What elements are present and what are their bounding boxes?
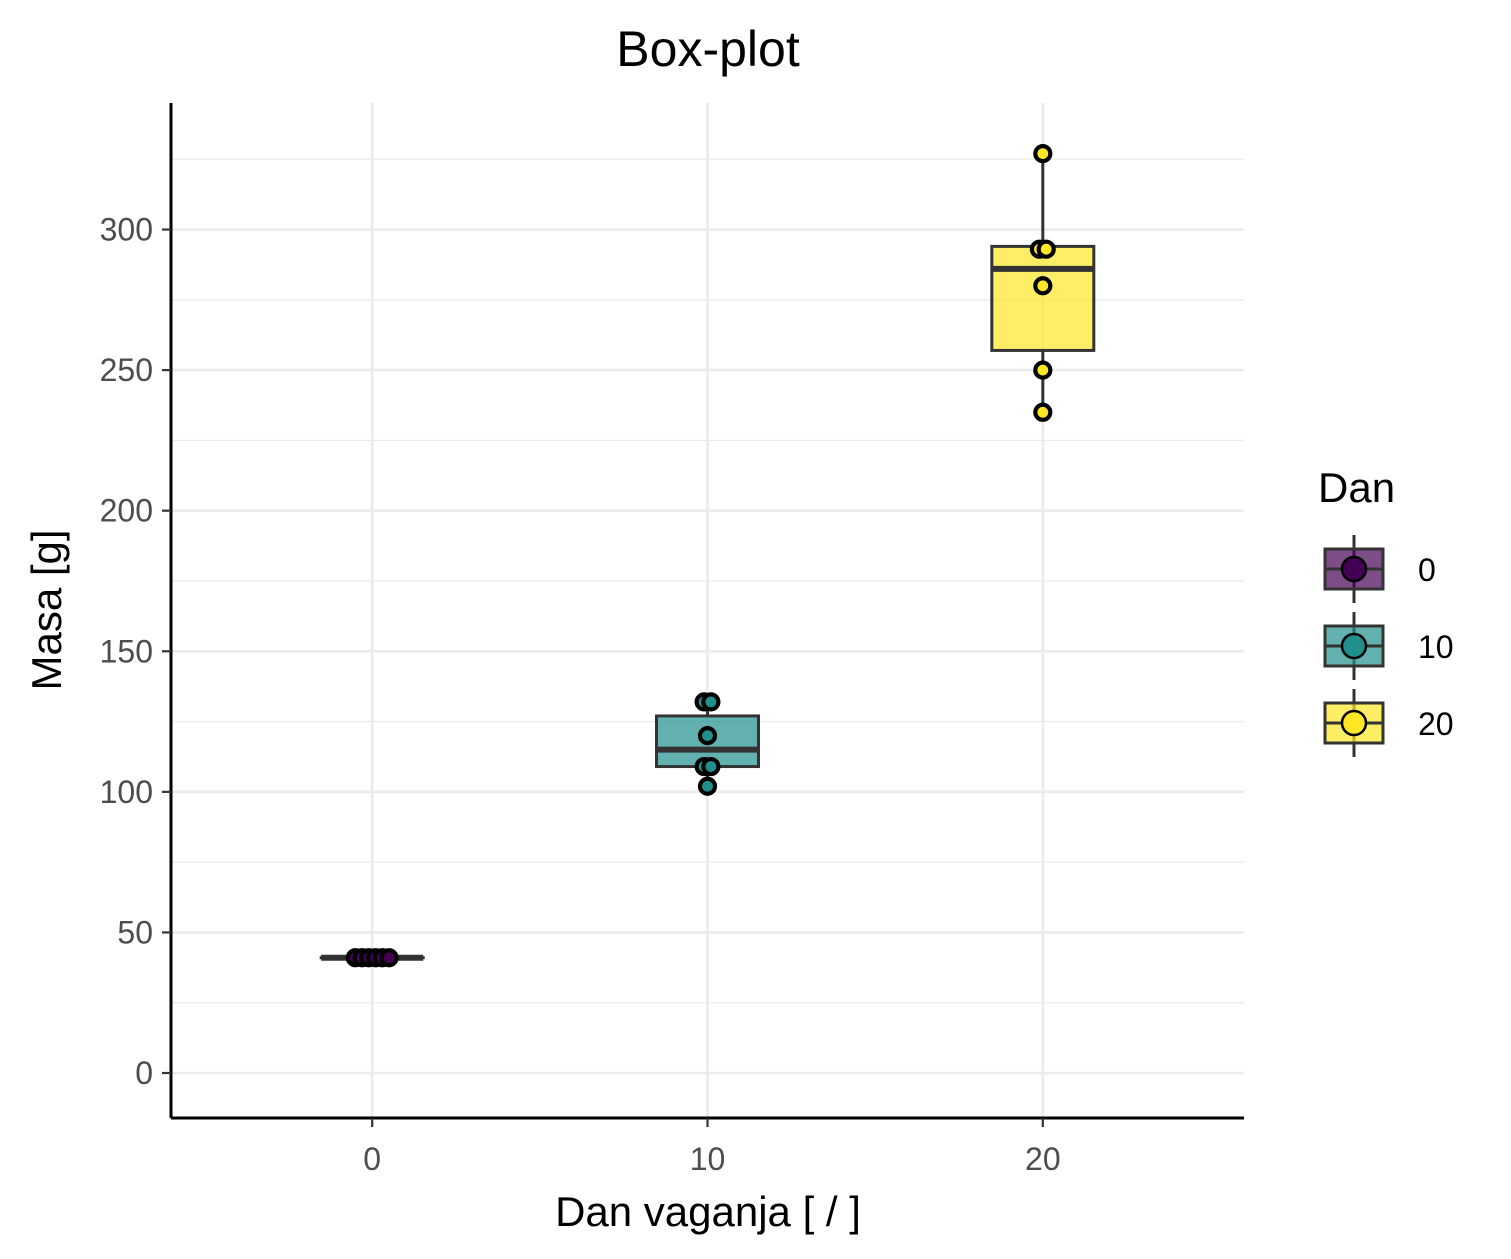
- box-group-20: [990, 153, 1096, 413]
- x-axis-title: Dan vaganja [ / ]: [555, 1188, 861, 1235]
- data-point: [701, 692, 721, 712]
- y-tick-label: 50: [117, 914, 153, 950]
- data-point: [1033, 402, 1053, 422]
- legend-key-0: [1323, 535, 1385, 603]
- data-point: [379, 948, 399, 968]
- y-axis-title: Masa [g]: [23, 529, 70, 690]
- legend: 0 10 20: [1323, 535, 1454, 757]
- legend-title: Dan: [1318, 464, 1395, 511]
- legend-label: 20: [1418, 706, 1454, 742]
- legend-key-dot: [1340, 632, 1368, 660]
- data-point: [701, 756, 721, 777]
- data-point: [1033, 144, 1053, 164]
- data-point: [697, 776, 718, 796]
- legend-label: 0: [1418, 552, 1436, 588]
- y-tick-label: 250: [100, 352, 153, 388]
- y-tick-label: 100: [100, 774, 153, 810]
- legend-label: 10: [1418, 629, 1454, 665]
- y-tick-label: 150: [100, 633, 153, 669]
- box-body: [990, 244, 1096, 352]
- legend-key-dot: [1340, 555, 1368, 583]
- y-tick-label: 0: [135, 1055, 153, 1091]
- legend-key-dot: [1340, 709, 1368, 737]
- y-tick-label: 300: [100, 212, 153, 248]
- data-point: [1033, 276, 1053, 296]
- x-tick-label: 0: [363, 1141, 381, 1177]
- x-ticks: 0 10 20: [363, 1118, 1061, 1177]
- x-tick-label: 20: [1025, 1141, 1061, 1177]
- legend-key-10: [1323, 612, 1385, 680]
- y-ticks: 0 50 100 150 200 250 300: [100, 212, 171, 1091]
- points: [345, 144, 1056, 968]
- data-point: [1033, 360, 1053, 380]
- legend-key-20: [1323, 689, 1385, 757]
- chart-title: Box-plot: [616, 21, 800, 77]
- data-point: [1036, 239, 1056, 259]
- y-tick-label: 200: [100, 493, 153, 529]
- x-tick-label: 10: [690, 1141, 726, 1177]
- data-point: [697, 726, 718, 746]
